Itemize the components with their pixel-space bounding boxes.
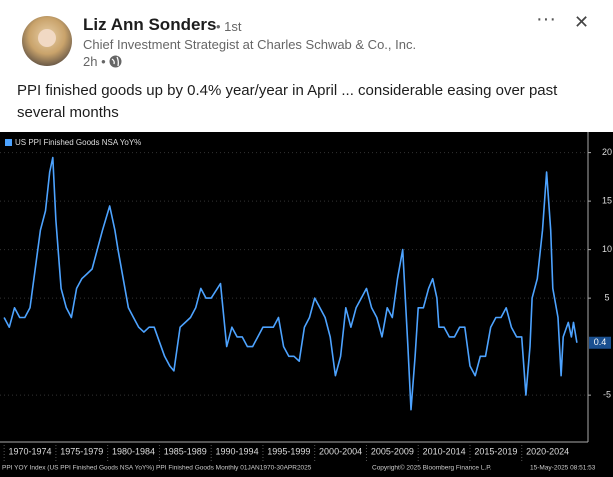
author-headline: Chief Investment Strategist at Charles S… (83, 37, 417, 52)
footer-text: 15-May-2025 08:51:53 (530, 465, 596, 472)
value-label-box (589, 336, 611, 349)
post-time: 2h • (83, 54, 122, 69)
chart: -5 5 10 15 20 1970-1974 1975-1979 1980-1984 1985… (0, 132, 613, 477)
x-tick-label: 2020-2024 (526, 446, 569, 456)
x-tick-label: 1980-1984 (112, 446, 155, 456)
legend-swatch (5, 139, 12, 146)
y-tick-label: 20 (602, 147, 612, 157)
more-button[interactable]: ··· (536, 8, 556, 30)
author-name[interactable]: Liz Ann Sonders (83, 15, 217, 34)
x-tick-label: 2010-2014 (423, 446, 466, 456)
connection-degree: • 1st (216, 19, 242, 34)
line (3, 156, 578, 411)
y-tick-label: -5 (603, 390, 611, 400)
y-tick-label: 10 (602, 244, 612, 254)
chart-background (0, 132, 613, 477)
y-tick-label: 5 (604, 293, 609, 303)
time: 2h • (83, 54, 106, 69)
x-tick-label: 1990-1994 (216, 446, 259, 456)
x-tick-label: 2015-2019 (474, 446, 517, 456)
x-tick-label: 2005-2009 (371, 446, 414, 456)
value-label: 0.4 (594, 337, 607, 347)
footer-text: Copyright© 2025 Bloomberg Finance L.P. (372, 464, 492, 472)
post-text: PPI finished goods up by 0.4% year/year … (17, 82, 558, 121)
legend-label: US PPI Finished Goods NSA YoY% (15, 138, 141, 147)
y-tick-label: 15 (602, 195, 612, 205)
avatar[interactable] (22, 16, 72, 66)
x-tick-label: 2000-2004 (319, 446, 362, 456)
x-tick-label: 1985-1989 (164, 446, 207, 456)
close-button[interactable]: ✕ (574, 12, 590, 32)
x-tick-label: 1975-1979 (60, 446, 103, 456)
x-tick-label: 1995-1999 (267, 446, 310, 456)
x-tick-label: 1970-1974 (8, 446, 51, 456)
globe-icon (109, 55, 122, 68)
footer-text: PPI YOY Index (US PPI Finished Goods NSA… (2, 465, 312, 472)
